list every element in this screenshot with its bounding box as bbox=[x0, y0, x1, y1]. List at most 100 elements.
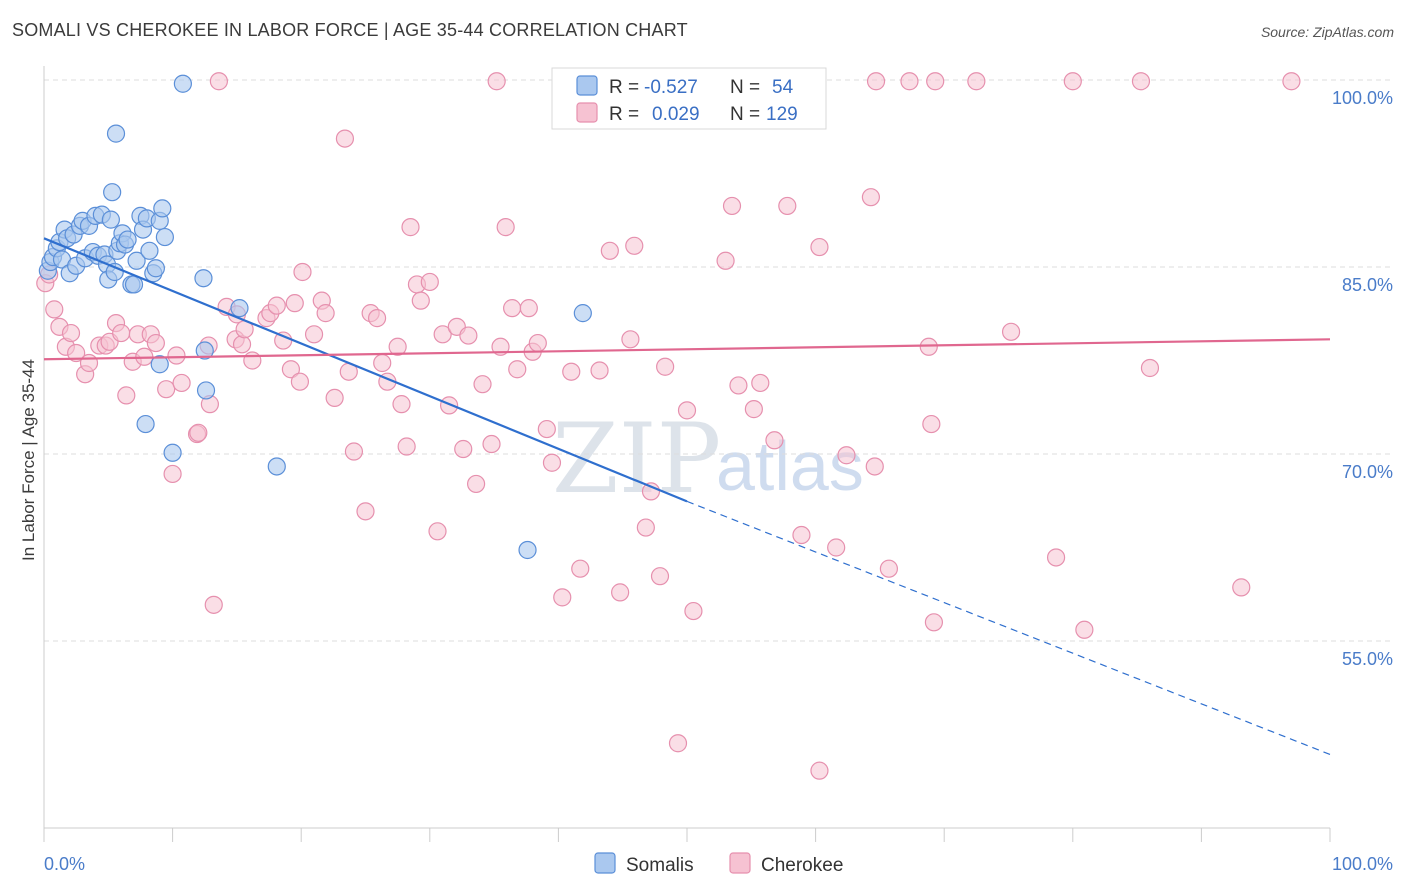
cherokee-point bbox=[1232, 578, 1251, 597]
somalis-r-value: -0.527 bbox=[644, 77, 698, 98]
source-label: Source: ZipAtlas.com bbox=[1260, 24, 1394, 40]
cherokee-point bbox=[827, 538, 846, 557]
somalis-point bbox=[196, 381, 216, 400]
cherokee-point bbox=[167, 346, 186, 365]
stats-legend-box bbox=[551, 67, 827, 130]
somalis-point bbox=[267, 457, 286, 476]
cherokee-point bbox=[204, 595, 223, 614]
cherokee-point bbox=[1063, 72, 1082, 91]
cherokee-point bbox=[900, 72, 919, 91]
cherokee-point bbox=[392, 395, 411, 414]
cherokee-point bbox=[537, 419, 556, 439]
cherokee-point bbox=[650, 567, 670, 586]
cherokee-point bbox=[716, 251, 735, 270]
cherokee-point bbox=[243, 351, 262, 370]
axes bbox=[43, 66, 1331, 842]
cherokee-point bbox=[621, 330, 640, 349]
cherokee-point bbox=[1075, 620, 1094, 639]
somalis-point bbox=[106, 124, 126, 143]
y-tick-label: 85.0% bbox=[1342, 275, 1393, 295]
cherokee-point bbox=[926, 72, 945, 91]
somalis-n-value: 54 bbox=[772, 77, 794, 98]
cherokee-point bbox=[1131, 72, 1151, 91]
cherokee-point bbox=[722, 196, 742, 216]
cherokee-point bbox=[865, 457, 884, 476]
cherokee-r-label: R = bbox=[609, 104, 639, 125]
somalis-point bbox=[140, 241, 159, 260]
legend-cherokee-label: Cherokee bbox=[761, 855, 843, 876]
cherokee-point bbox=[293, 262, 312, 282]
legend-somalis-label: Somalis bbox=[626, 855, 694, 876]
cherokee-point bbox=[420, 272, 439, 292]
chart-title: SOMALI VS CHEROKEE IN LABOR FORCE | AGE … bbox=[12, 20, 688, 40]
somalis-swatch bbox=[576, 75, 598, 96]
somalis-point bbox=[155, 227, 174, 247]
y-tick-label: 100.0% bbox=[1332, 88, 1393, 108]
cherokee-point bbox=[765, 431, 784, 450]
y-tick-label: 70.0% bbox=[1342, 462, 1393, 482]
cherokee-point bbox=[519, 299, 538, 318]
cherokee-point bbox=[684, 601, 703, 621]
cherokee-point bbox=[861, 188, 880, 207]
cherokee-point bbox=[837, 446, 856, 465]
cherokee-point bbox=[344, 442, 364, 461]
cherokee-trend-line bbox=[43, 338, 1331, 361]
cherokee-point bbox=[367, 309, 387, 328]
cherokee-point bbox=[117, 386, 136, 405]
cherokee-point bbox=[67, 343, 86, 363]
cherokee-point bbox=[636, 518, 655, 537]
somalis-point bbox=[153, 199, 172, 218]
cherokee-point bbox=[146, 333, 165, 353]
cherokee-point bbox=[1046, 548, 1066, 567]
cherokee-point bbox=[401, 218, 420, 237]
cherokee-point bbox=[316, 304, 335, 323]
somalis-point bbox=[195, 341, 214, 360]
cherokee-point bbox=[411, 291, 430, 310]
cherokee-point bbox=[428, 522, 447, 541]
cherokee-point bbox=[189, 423, 208, 442]
cherokee-point bbox=[508, 360, 527, 379]
cherokee-point bbox=[433, 325, 452, 344]
series-legend: Somalis Cherokee bbox=[594, 852, 843, 876]
cherokee-point bbox=[61, 323, 81, 343]
cherokee-point bbox=[157, 380, 176, 399]
x-tick-label: 100.0% bbox=[1332, 854, 1393, 874]
somalis-point bbox=[150, 355, 169, 374]
cherokee-point bbox=[79, 353, 99, 373]
cherokee-point bbox=[1001, 322, 1021, 341]
cherokee-point bbox=[810, 761, 829, 780]
legend-somalis-swatch bbox=[594, 852, 616, 874]
somalis-n-label: N = bbox=[730, 77, 760, 98]
somalis-point bbox=[518, 540, 537, 560]
cherokee-point bbox=[641, 482, 661, 501]
cherokee-point bbox=[611, 583, 630, 602]
cherokee-point bbox=[163, 464, 182, 484]
cherokee-point bbox=[729, 376, 748, 395]
cherokee-point bbox=[397, 437, 416, 456]
cherokee-point bbox=[304, 325, 324, 344]
somalis-point bbox=[127, 251, 146, 270]
cherokee-point bbox=[751, 373, 770, 393]
cherokee-point bbox=[922, 414, 941, 434]
y-axis-label: In Labor Force | Age 35-44 bbox=[19, 359, 38, 561]
watermark-atlas: atlas bbox=[716, 427, 864, 505]
cherokee-point bbox=[778, 196, 797, 216]
cherokee-point bbox=[542, 453, 562, 472]
cherokee-point bbox=[810, 237, 829, 257]
somalis-point bbox=[573, 304, 592, 323]
cherokee-point bbox=[924, 613, 944, 632]
cherokee-point bbox=[281, 360, 301, 379]
cherokee-point bbox=[503, 299, 522, 318]
cherokee-n-label: N = bbox=[730, 104, 760, 125]
somalis-trend-extension bbox=[686, 500, 1331, 756]
somalis-point bbox=[101, 210, 120, 229]
cherokee-point bbox=[571, 559, 590, 578]
cherokee-point bbox=[285, 294, 304, 313]
trend-lines bbox=[43, 237, 1331, 756]
cherokee-point bbox=[482, 434, 501, 454]
somalis-point bbox=[105, 262, 124, 282]
cherokee-point bbox=[625, 236, 644, 255]
cherokee-point bbox=[656, 357, 675, 376]
cherokee-point bbox=[267, 296, 286, 315]
